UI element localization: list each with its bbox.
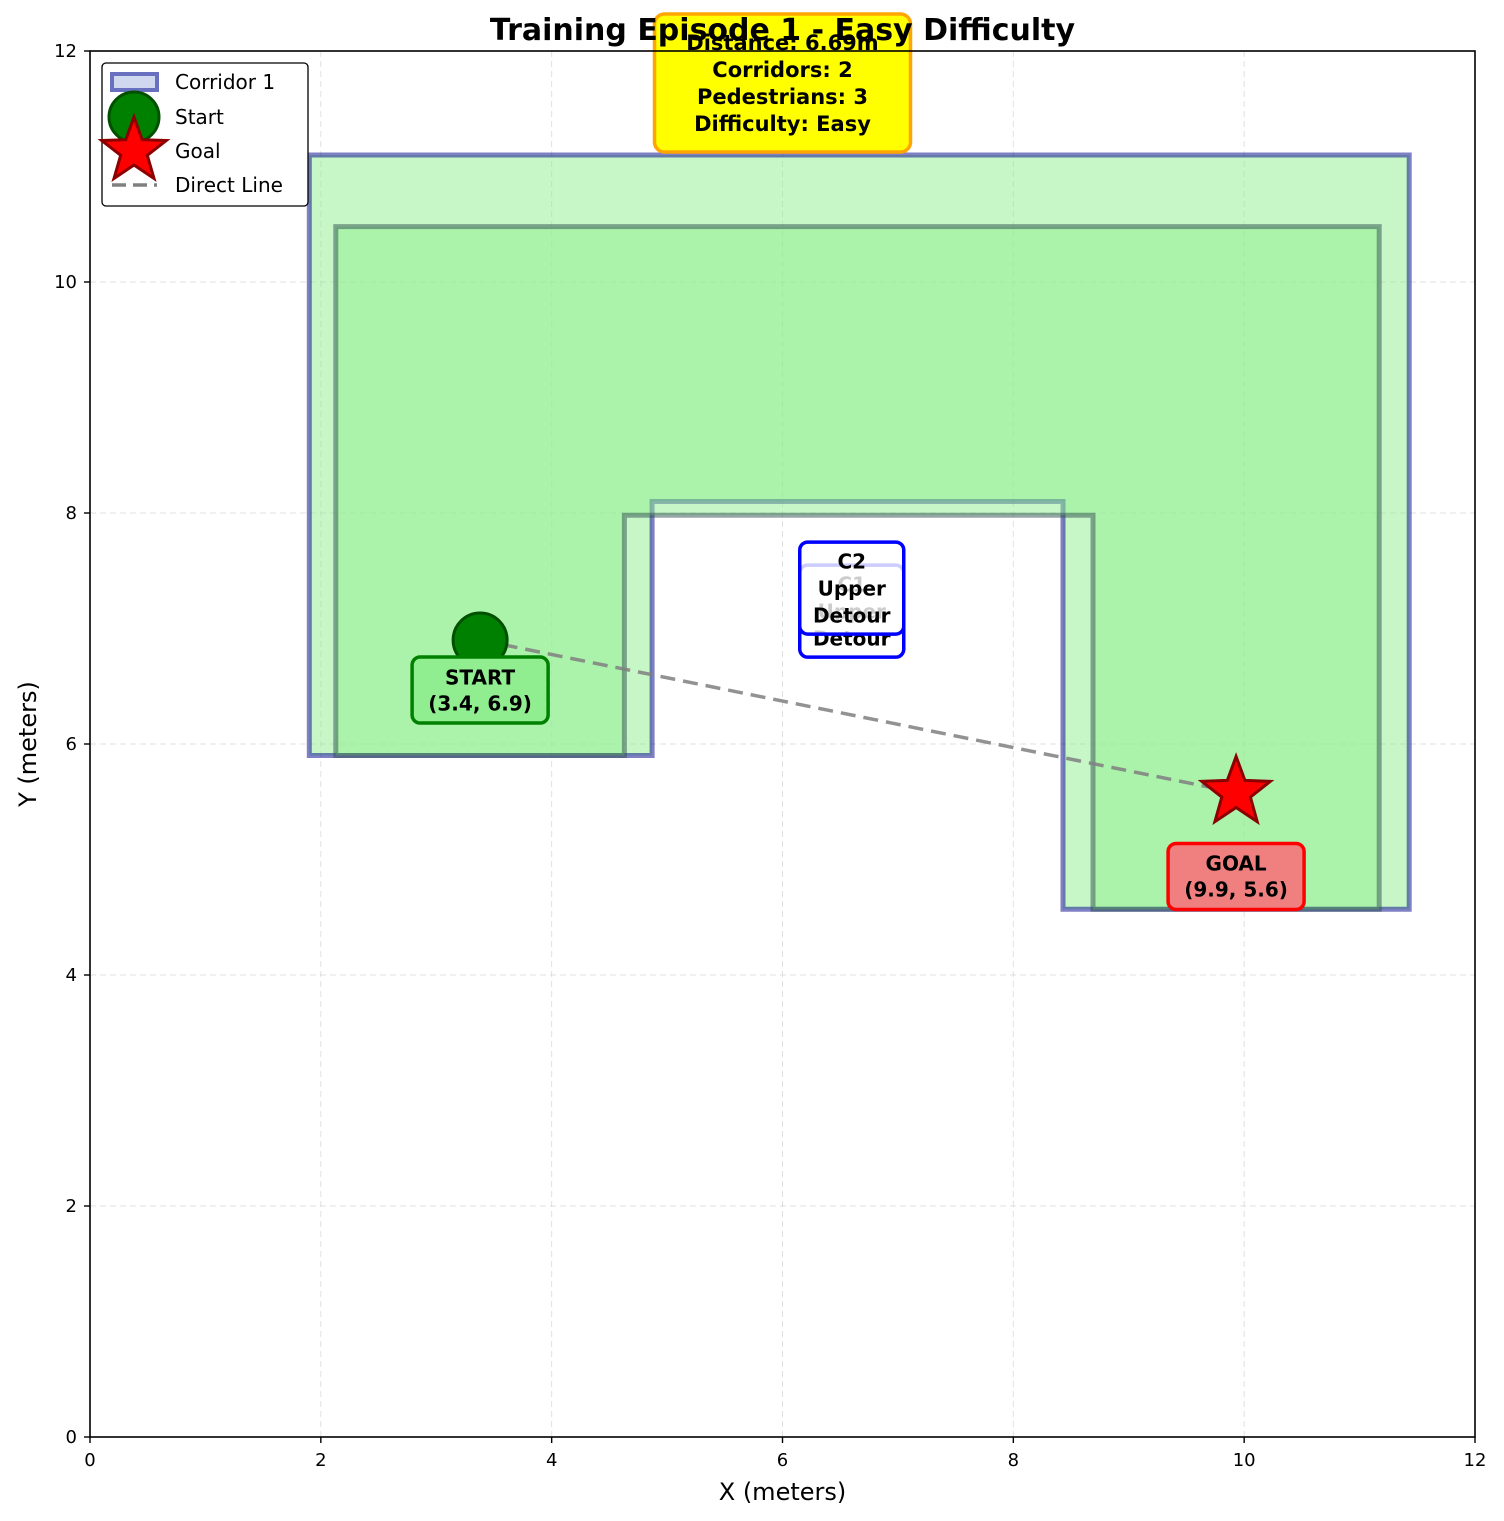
y-tick-label: 6 — [66, 734, 77, 755]
y-tick-label: 2 — [66, 1196, 77, 1217]
x-tick-label: 6 — [777, 1450, 788, 1471]
corridor-label-line: C2 — [837, 549, 866, 573]
start-label-box — [410, 655, 550, 725]
legend-label: Corridor 1 — [175, 70, 275, 94]
info-box-text-line: Difficulty: Easy — [694, 112, 871, 136]
corridor-polygon — [333, 224, 1382, 912]
start-label-line: (3.4, 6.9) — [428, 691, 532, 715]
goal-label-line: (9.9, 5.6) — [1184, 878, 1288, 902]
direct-line-layer — [479, 638, 1237, 795]
y-tick-label: 10 — [54, 272, 77, 293]
y-tick-label: 0 — [66, 1427, 77, 1448]
goal-marker — [1197, 752, 1275, 826]
ticks: 0 2 4 6 8 10 12 0 2 4 6 8 10 12 — [54, 41, 1486, 1471]
legend-swatch-goal — [97, 112, 171, 183]
corridor-label-box — [798, 540, 906, 636]
direct-line — [479, 638, 1237, 795]
legend-frame — [101, 62, 309, 207]
legend-label: Start — [175, 105, 224, 129]
corridors — [306, 152, 1412, 912]
info-box-text-line: Corridors: 2 — [712, 58, 852, 82]
legend-label: Direct Line — [175, 173, 283, 197]
info-box — [652, 12, 913, 154]
goal-label-line: GOAL — [1206, 852, 1267, 876]
corridor-label: C2 Upper Detour — [813, 549, 891, 627]
corridor-label-line: Upper — [818, 576, 886, 600]
legend: Corridor 1 Start Goal Direct Line — [97, 62, 309, 207]
y-tick-label: 12 — [54, 41, 77, 62]
start-label-line: START — [445, 665, 515, 689]
start-label: START (3.4, 6.9) — [428, 665, 532, 715]
x-tick-label: 4 — [546, 1450, 557, 1471]
goal-label: GOAL (9.9, 5.6) — [1184, 852, 1288, 902]
y-tick-label: 8 — [66, 503, 77, 524]
x-tick-label: 10 — [1233, 1450, 1256, 1471]
x-tick-label: 12 — [1464, 1450, 1487, 1471]
x-tick-label: 8 — [1008, 1450, 1019, 1471]
goal-label-box — [1166, 841, 1306, 912]
chart-title: Training Episode 1 - Easy Difficulty — [490, 13, 1076, 48]
x-axis-label: X (meters) — [719, 1478, 847, 1506]
y-tick-label: 4 — [66, 965, 77, 986]
corridor-label-line: Detour — [813, 603, 891, 627]
legend-swatch-corridor — [110, 72, 159, 92]
legend-label: Goal — [175, 139, 221, 163]
y-axis-label: Y (meters) — [14, 681, 42, 808]
x-tick-label: 0 — [84, 1450, 95, 1471]
info-box-text-line: Pedestrians: 3 — [697, 85, 868, 109]
x-tick-label: 2 — [315, 1450, 326, 1471]
